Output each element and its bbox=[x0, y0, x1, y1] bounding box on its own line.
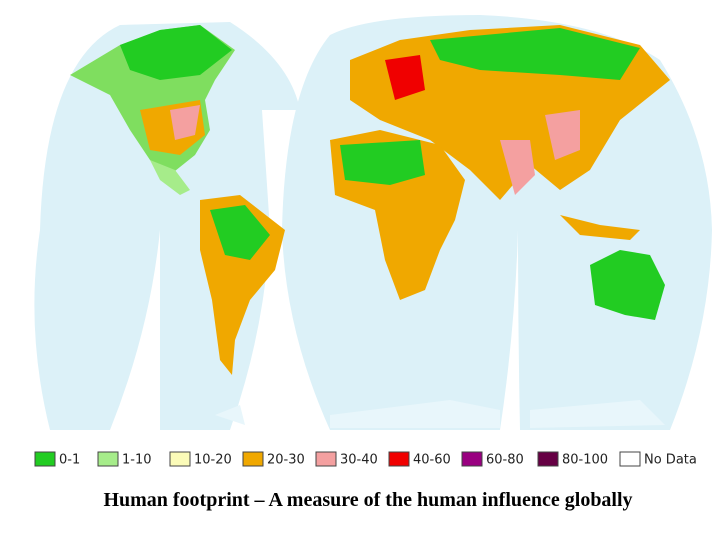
legend-label: 0-1 bbox=[59, 453, 80, 468]
map bbox=[34, 15, 712, 430]
land bbox=[560, 215, 640, 240]
legend-label: 1-10 bbox=[122, 453, 152, 468]
legend-swatch bbox=[34, 451, 56, 467]
legend-label: 60-80 bbox=[486, 453, 524, 468]
legend-swatch bbox=[619, 451, 641, 467]
legend-label: 20-30 bbox=[267, 453, 305, 468]
land bbox=[215, 400, 665, 428]
land bbox=[170, 105, 200, 140]
legend-label: 80-100 bbox=[562, 453, 608, 468]
land bbox=[385, 55, 425, 100]
legend-label: 40-60 bbox=[413, 453, 451, 468]
legend-swatch bbox=[242, 451, 264, 467]
legend: 0-1 1-10 10-20 20-30 30-40 40-60 60-80 80-100 No… bbox=[34, 451, 697, 468]
land bbox=[340, 140, 425, 185]
legend-swatch bbox=[537, 451, 559, 467]
land bbox=[590, 250, 665, 320]
legend-label: No Data bbox=[644, 453, 697, 468]
legend-swatch bbox=[315, 451, 337, 467]
legend-label: 30-40 bbox=[340, 453, 378, 468]
caption: Human footprint – A measure of the human… bbox=[103, 489, 632, 511]
land bbox=[120, 25, 232, 80]
legend-label: 10-20 bbox=[194, 453, 232, 468]
land bbox=[430, 28, 640, 80]
land bbox=[500, 140, 535, 195]
legend-swatch bbox=[97, 451, 119, 467]
land bbox=[545, 110, 580, 160]
legend-swatch bbox=[169, 451, 191, 467]
land bbox=[150, 160, 190, 195]
legend-swatch bbox=[388, 451, 410, 467]
legend-swatch bbox=[461, 451, 483, 467]
land bbox=[210, 205, 270, 260]
